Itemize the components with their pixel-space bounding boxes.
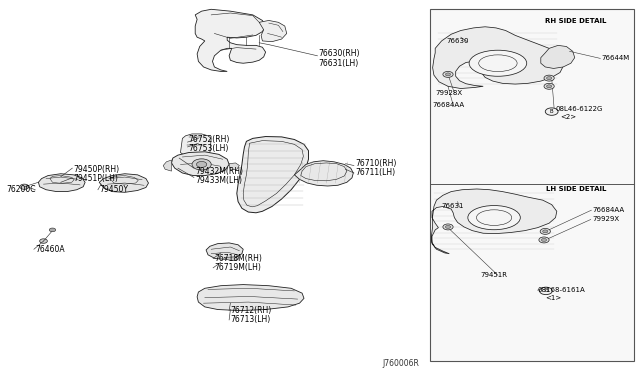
Text: 79450Y: 79450Y — [99, 185, 128, 194]
Circle shape — [445, 73, 451, 76]
Text: 76753(LH): 76753(LH) — [189, 144, 229, 153]
Polygon shape — [180, 134, 211, 157]
Text: 76200C: 76200C — [6, 185, 36, 194]
Text: 76710(RH): 76710(RH) — [355, 159, 397, 168]
Text: LH SIDE DETAIL: LH SIDE DETAIL — [546, 186, 606, 192]
Text: 76631(LH): 76631(LH) — [319, 59, 359, 68]
Circle shape — [543, 230, 548, 233]
Text: B: B — [544, 288, 548, 294]
Text: 76630: 76630 — [447, 38, 469, 44]
Polygon shape — [237, 137, 308, 213]
Text: 76712(RH): 76712(RH) — [230, 306, 271, 315]
Text: 76644M: 76644M — [602, 55, 630, 61]
Circle shape — [49, 228, 56, 232]
Text: 76711(LH): 76711(LH) — [355, 169, 396, 177]
Circle shape — [540, 287, 552, 295]
Polygon shape — [172, 152, 229, 176]
Circle shape — [544, 75, 554, 81]
Polygon shape — [206, 243, 243, 259]
Text: <1>: <1> — [545, 295, 561, 301]
Text: 76460A: 76460A — [35, 245, 65, 254]
Text: 76631: 76631 — [442, 203, 464, 209]
FancyBboxPatch shape — [430, 9, 634, 361]
Circle shape — [544, 83, 554, 89]
Text: 76630(RH): 76630(RH) — [319, 49, 360, 58]
Circle shape — [445, 225, 451, 228]
Circle shape — [443, 224, 453, 230]
Text: 76684AA: 76684AA — [593, 207, 625, 213]
Circle shape — [540, 228, 550, 234]
Circle shape — [541, 238, 547, 241]
Circle shape — [40, 239, 47, 243]
Polygon shape — [259, 20, 287, 42]
Ellipse shape — [468, 205, 520, 230]
Polygon shape — [224, 257, 239, 261]
Circle shape — [547, 85, 552, 88]
Polygon shape — [541, 45, 575, 68]
Text: 79432M(RH): 79432M(RH) — [195, 167, 243, 176]
Circle shape — [547, 77, 552, 80]
Text: 79928X: 79928X — [435, 90, 462, 96]
Text: 79929X: 79929X — [592, 217, 619, 222]
Text: RH SIDE DETAIL: RH SIDE DETAIL — [545, 18, 607, 24]
Text: J760006R: J760006R — [382, 359, 419, 368]
Polygon shape — [99, 174, 148, 192]
Polygon shape — [197, 285, 304, 311]
Text: 76752(RH): 76752(RH) — [189, 135, 230, 144]
Polygon shape — [431, 189, 557, 254]
Polygon shape — [229, 163, 239, 170]
Text: 79451R: 79451R — [480, 272, 507, 278]
Circle shape — [20, 184, 29, 189]
Circle shape — [192, 159, 211, 170]
Text: 79433M(LH): 79433M(LH) — [195, 176, 242, 185]
Polygon shape — [294, 161, 353, 186]
Polygon shape — [163, 160, 172, 171]
Ellipse shape — [469, 50, 527, 76]
Text: 76684AA: 76684AA — [433, 102, 465, 108]
Circle shape — [196, 161, 207, 167]
Circle shape — [545, 108, 558, 115]
Polygon shape — [195, 9, 266, 71]
Polygon shape — [38, 174, 85, 192]
Text: 08L46-6122G: 08L46-6122G — [556, 106, 603, 112]
Polygon shape — [433, 27, 563, 89]
Text: 08168-6161A: 08168-6161A — [538, 287, 586, 293]
Text: B: B — [550, 109, 554, 114]
Circle shape — [539, 237, 549, 243]
Text: 79451P(LH): 79451P(LH) — [74, 174, 118, 183]
Text: 76718M(RH): 76718M(RH) — [214, 254, 262, 263]
Text: <2>: <2> — [561, 114, 577, 120]
Text: 76713(LH): 76713(LH) — [230, 315, 271, 324]
Circle shape — [443, 71, 453, 77]
Text: 76719M(LH): 76719M(LH) — [214, 263, 261, 272]
Text: 79450P(RH): 79450P(RH) — [74, 165, 120, 174]
